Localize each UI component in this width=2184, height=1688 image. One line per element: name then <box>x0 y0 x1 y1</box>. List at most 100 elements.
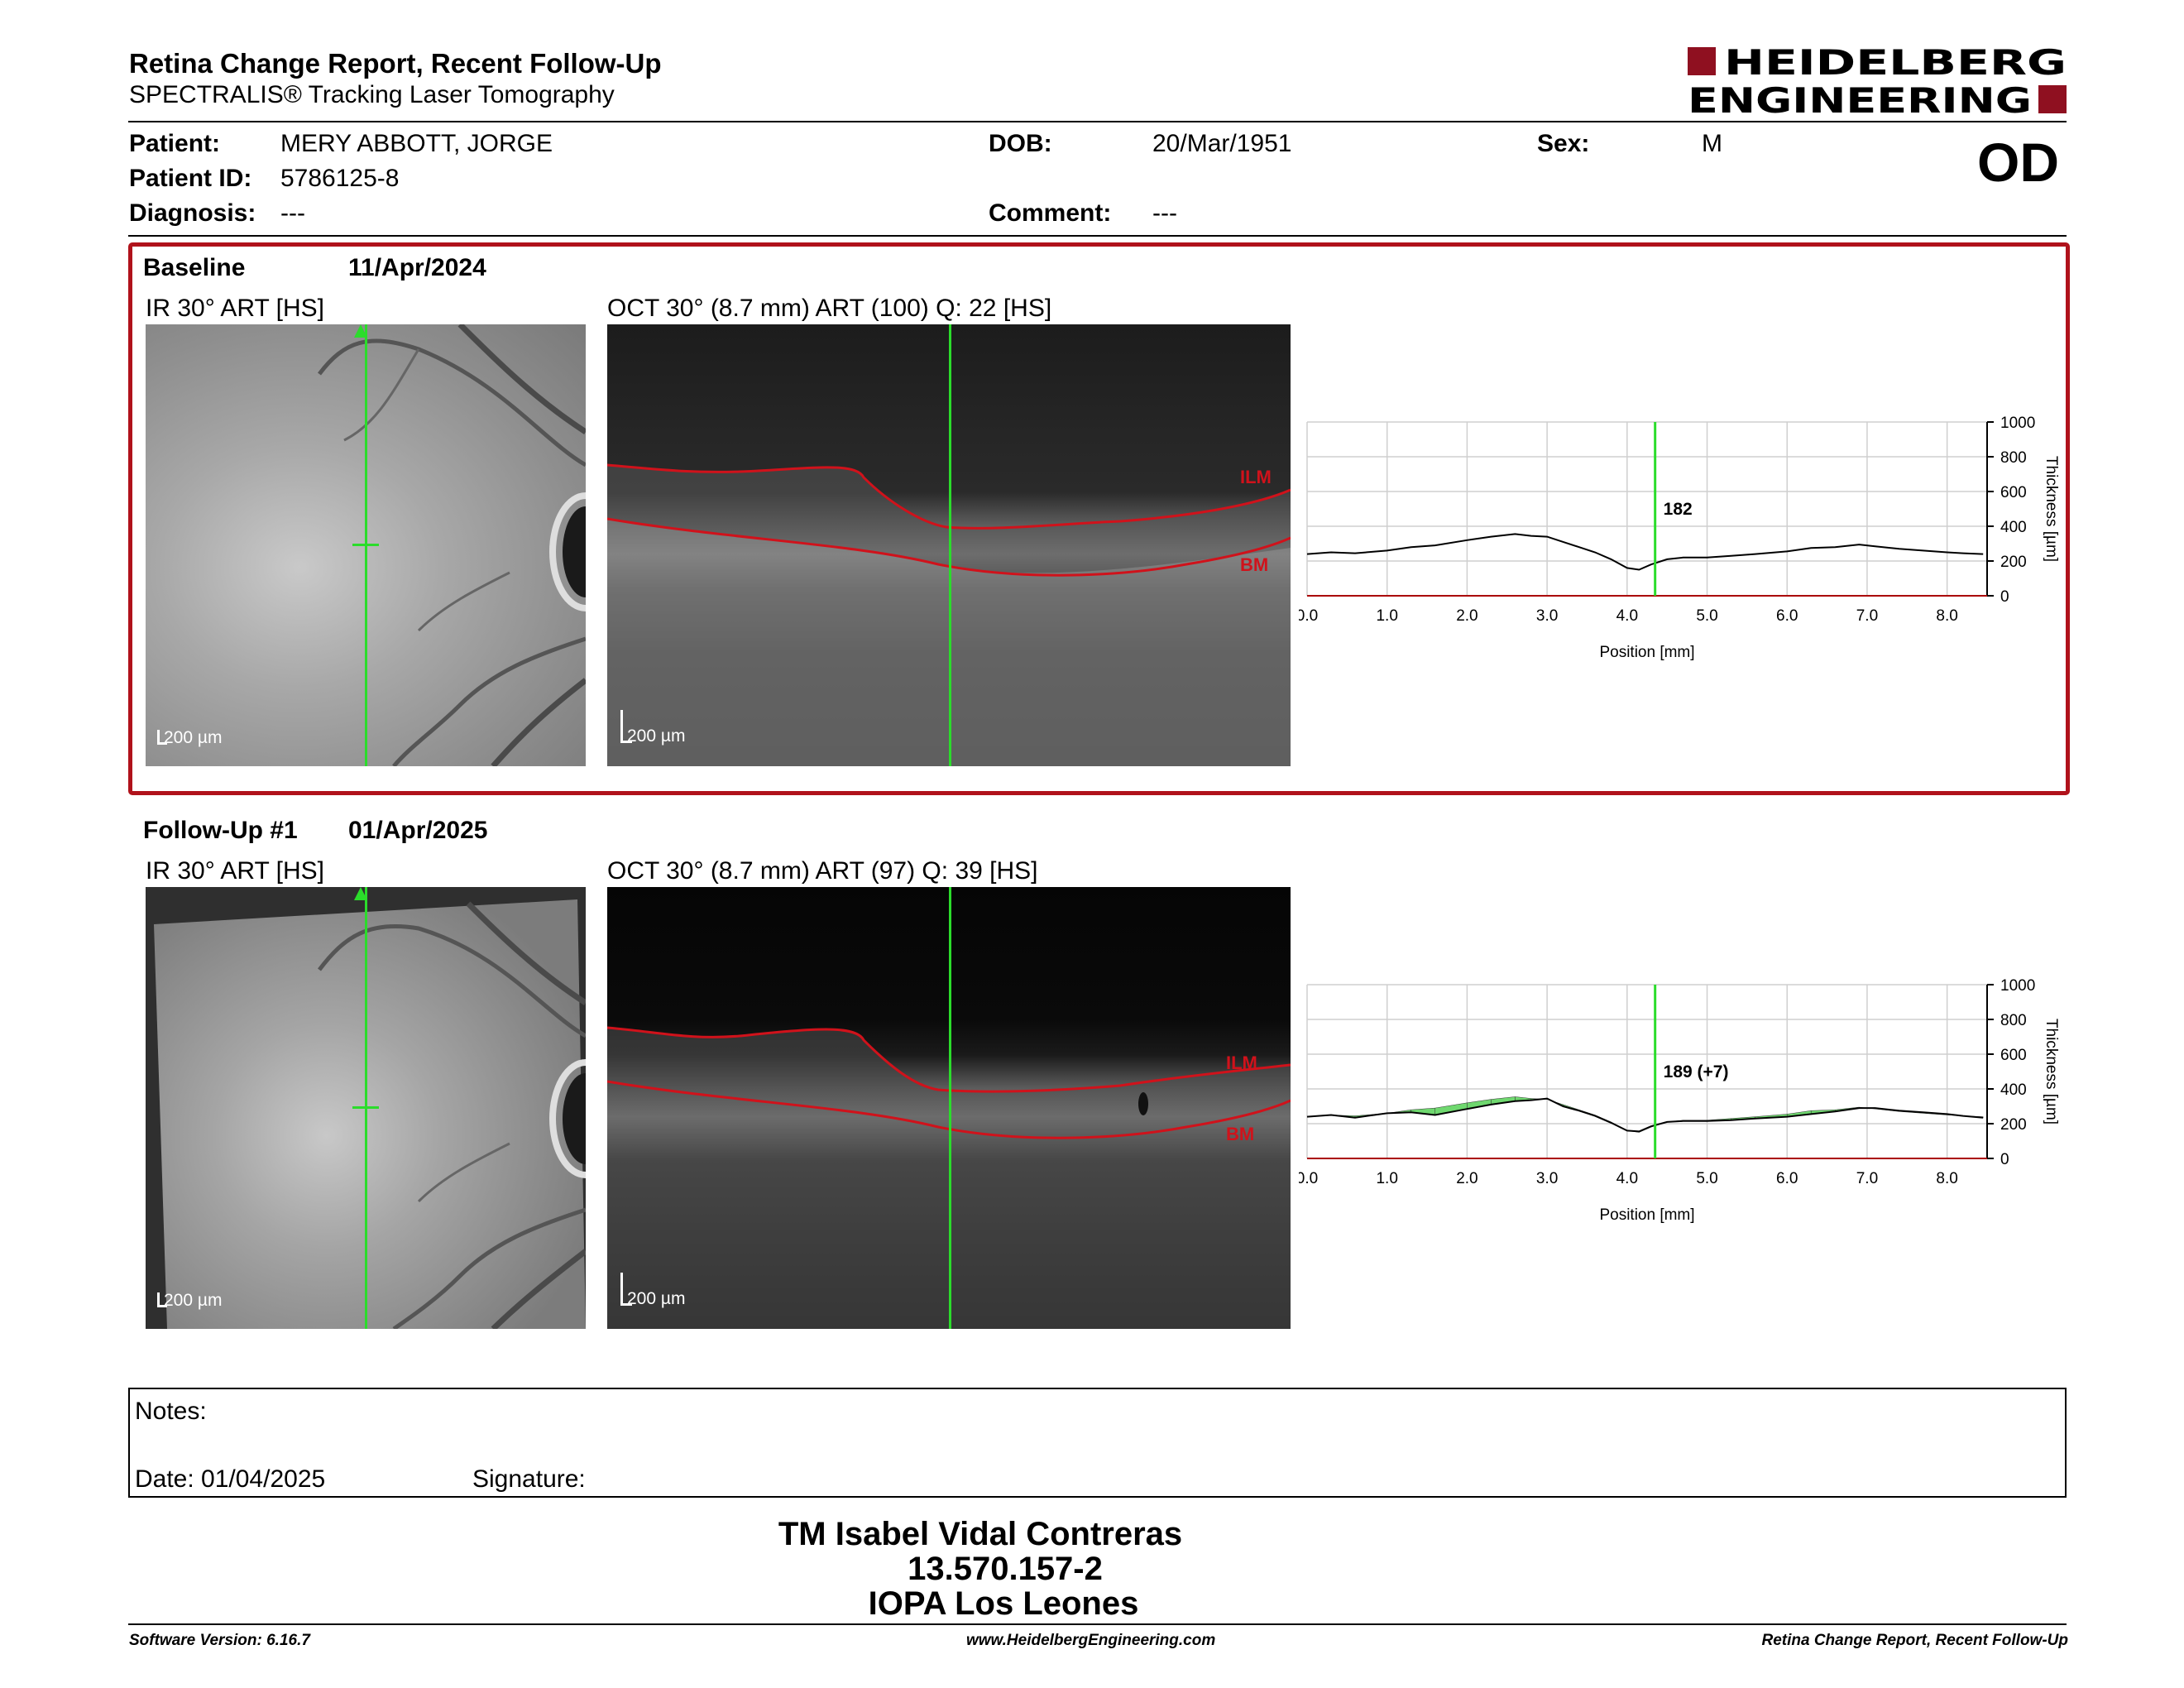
logo-text-engineering: ENGINEERING <box>1688 80 2032 119</box>
baseline-oct-image: ILM BM 200 µm <box>607 324 1291 766</box>
x-tick-label: 8.0 <box>1936 1170 1957 1187</box>
y-tick-label: 200 <box>2000 554 2027 571</box>
patient-id: 5786125-8 <box>280 165 400 192</box>
baseline-oct-scale-bar <box>620 710 623 743</box>
footer-divider <box>128 1623 2067 1625</box>
followup-ilm-label: ILM <box>1226 1053 1257 1073</box>
followup-ir-title: IR 30° ART [HS] <box>146 857 324 885</box>
followup-oct-scale-bar <box>620 1273 623 1306</box>
x-tick-label: 5.0 <box>1696 607 1717 625</box>
y-tick-label: 0 <box>2000 1151 2009 1168</box>
baseline-bm-label: BM <box>1240 554 1269 575</box>
website-link[interactable]: www.HeidelbergEngineering.com <box>966 1632 1216 1649</box>
baseline-ir-scale-tick <box>157 742 167 745</box>
x-tick-label: 6.0 <box>1776 1170 1798 1187</box>
x-tick-label: 7.0 <box>1856 1170 1878 1187</box>
followup-ir-scan-arrow <box>354 887 367 900</box>
y-tick-label: 0 <box>2000 588 2009 606</box>
baseline-ir-scale: 200 µm <box>164 728 223 747</box>
y-tick-label: 600 <box>2000 484 2027 501</box>
signature-label: Signature: <box>472 1465 586 1493</box>
y-tick-label: 400 <box>2000 519 2027 536</box>
y-tick-label: 600 <box>2000 1047 2027 1064</box>
thickness-series-line <box>1306 533 1984 571</box>
x-tick-label: 1.0 <box>1376 1170 1397 1187</box>
followup-oct-cursor <box>949 887 951 1329</box>
followup-bm-label: BM <box>1226 1124 1255 1144</box>
header-divider <box>128 121 2067 122</box>
y-tick-label: 800 <box>2000 449 2027 467</box>
baseline-ir-center-mark <box>352 544 379 546</box>
dob-label: DOB: <box>989 130 1052 157</box>
x-axis-label: Position [mm] <box>1599 1206 1694 1224</box>
followup-ir-fundus <box>154 899 586 1329</box>
comment-value: --- <box>1152 199 1177 227</box>
followup-date: 01/Apr/2025 <box>348 817 488 844</box>
notes-box[interactable]: Notes: Date: 01/04/2025 Signature: <box>128 1388 2067 1498</box>
cursor-thickness-label: 182 <box>1664 500 1693 519</box>
baseline-ir-scan-arrow <box>354 324 367 338</box>
followup-oct-scale: 200 µm <box>627 1289 686 1308</box>
followup-ir-scale: 200 µm <box>164 1291 223 1310</box>
x-tick-label: 4.0 <box>1616 1170 1638 1187</box>
sex-label: Sex: <box>1537 130 1590 157</box>
followup-ir-image: 200 µm <box>146 887 586 1329</box>
followup-ir-scale-tick <box>157 1305 167 1307</box>
followup-thickness-chart: 0 200 400 600 800 1000 0.0 1.0 2.0 3.0 4.0 5.0 6.0 7.… <box>1299 977 2060 1224</box>
diagnosis-label: Diagnosis: <box>129 199 256 227</box>
followup-oct-scale-tick <box>620 1303 632 1306</box>
comment-label: Comment: <box>989 199 1112 227</box>
cursor-thickness-label: 189 (+7) <box>1664 1062 1729 1081</box>
followup-ir-scale-bar <box>157 1292 160 1307</box>
followup-oct-image: ILM BM 200 µm <box>607 887 1291 1329</box>
thickness-series-line <box>1306 1097 1984 1133</box>
signatory-name: TM Isabel Vidal Contreras <box>778 1516 1183 1552</box>
x-tick-label: 1.0 <box>1376 607 1397 625</box>
dob-value: 20/Mar/1951 <box>1152 130 1292 157</box>
software-version: Software Version: 6.16.7 <box>129 1632 310 1649</box>
x-tick-label: 4.0 <box>1616 607 1638 625</box>
logo-text-heidelberg: HEIDELBERG <box>1724 45 2067 83</box>
x-tick-label: 3.0 <box>1536 1170 1558 1187</box>
patient-label: Patient: <box>129 130 221 157</box>
heidelberg-logo: HEIDELBERG ENGINEERING <box>1688 45 2067 119</box>
x-tick-label: 2.0 <box>1456 1170 1478 1187</box>
x-tick-label: 0.0 <box>1299 607 1318 625</box>
followup-label: Follow-Up #1 <box>143 817 298 844</box>
x-tick-label: 3.0 <box>1536 607 1558 625</box>
baseline-ir-vessels <box>318 324 586 766</box>
signatory-id: 13.570.157-2 <box>908 1551 1103 1587</box>
sex-value: M <box>1702 130 1722 157</box>
x-tick-label: 5.0 <box>1696 1170 1717 1187</box>
notes-label: Notes: <box>135 1398 207 1425</box>
patient-divider <box>128 235 2067 237</box>
baseline-thickness-chart: 0 200 400 600 800 1000 0.0 1.0 2.0 3.0 4.0 5.0 6.0 7.… <box>1299 415 2060 661</box>
y-tick-label: 800 <box>2000 1012 2027 1029</box>
x-tick-label: 8.0 <box>1936 607 1957 625</box>
baseline-oct-cursor <box>949 324 951 766</box>
baseline-oct-title: OCT 30° (8.7 mm) ART (100) Q: 22 [HS] <box>607 295 1052 322</box>
baseline-ir-scale-bar <box>157 730 160 745</box>
patient-id-label: Patient ID: <box>129 165 252 192</box>
report-subtitle: SPECTRALIS® Tracking Laser Tomography <box>129 81 615 108</box>
followup-oct-title: OCT 30° (8.7 mm) ART (97) Q: 39 [HS] <box>607 857 1038 885</box>
baseline-oct-scale: 200 µm <box>627 727 686 746</box>
baseline-ir-title: IR 30° ART [HS] <box>146 295 324 322</box>
eye-laterality: OD <box>1977 132 2059 193</box>
baseline-ir-image: 200 µm <box>146 324 586 766</box>
y-tick-label: 400 <box>2000 1081 2027 1099</box>
notes-date: Date: 01/04/2025 <box>135 1465 326 1493</box>
baseline-ilm-label: ILM <box>1240 467 1272 487</box>
y-axis-label: Thickness [µm] <box>2043 1019 2060 1125</box>
y-tick-label: 1000 <box>2000 977 2035 995</box>
followup-ir-center-mark <box>352 1106 379 1109</box>
patient-name: MERY ABBOTT, JORGE <box>280 130 553 157</box>
y-tick-label: 200 <box>2000 1116 2027 1134</box>
footer-report-name: Retina Change Report, Recent Follow-Up <box>1761 1632 2068 1649</box>
baseline-label: Baseline <box>143 254 246 281</box>
thickness-change-fill <box>1434 1102 1468 1115</box>
baseline-oct-scale-tick <box>620 741 632 743</box>
x-axis-label: Position [mm] <box>1599 644 1694 661</box>
diagnosis-value: --- <box>280 199 305 227</box>
baseline-date: 11/Apr/2024 <box>348 254 486 281</box>
